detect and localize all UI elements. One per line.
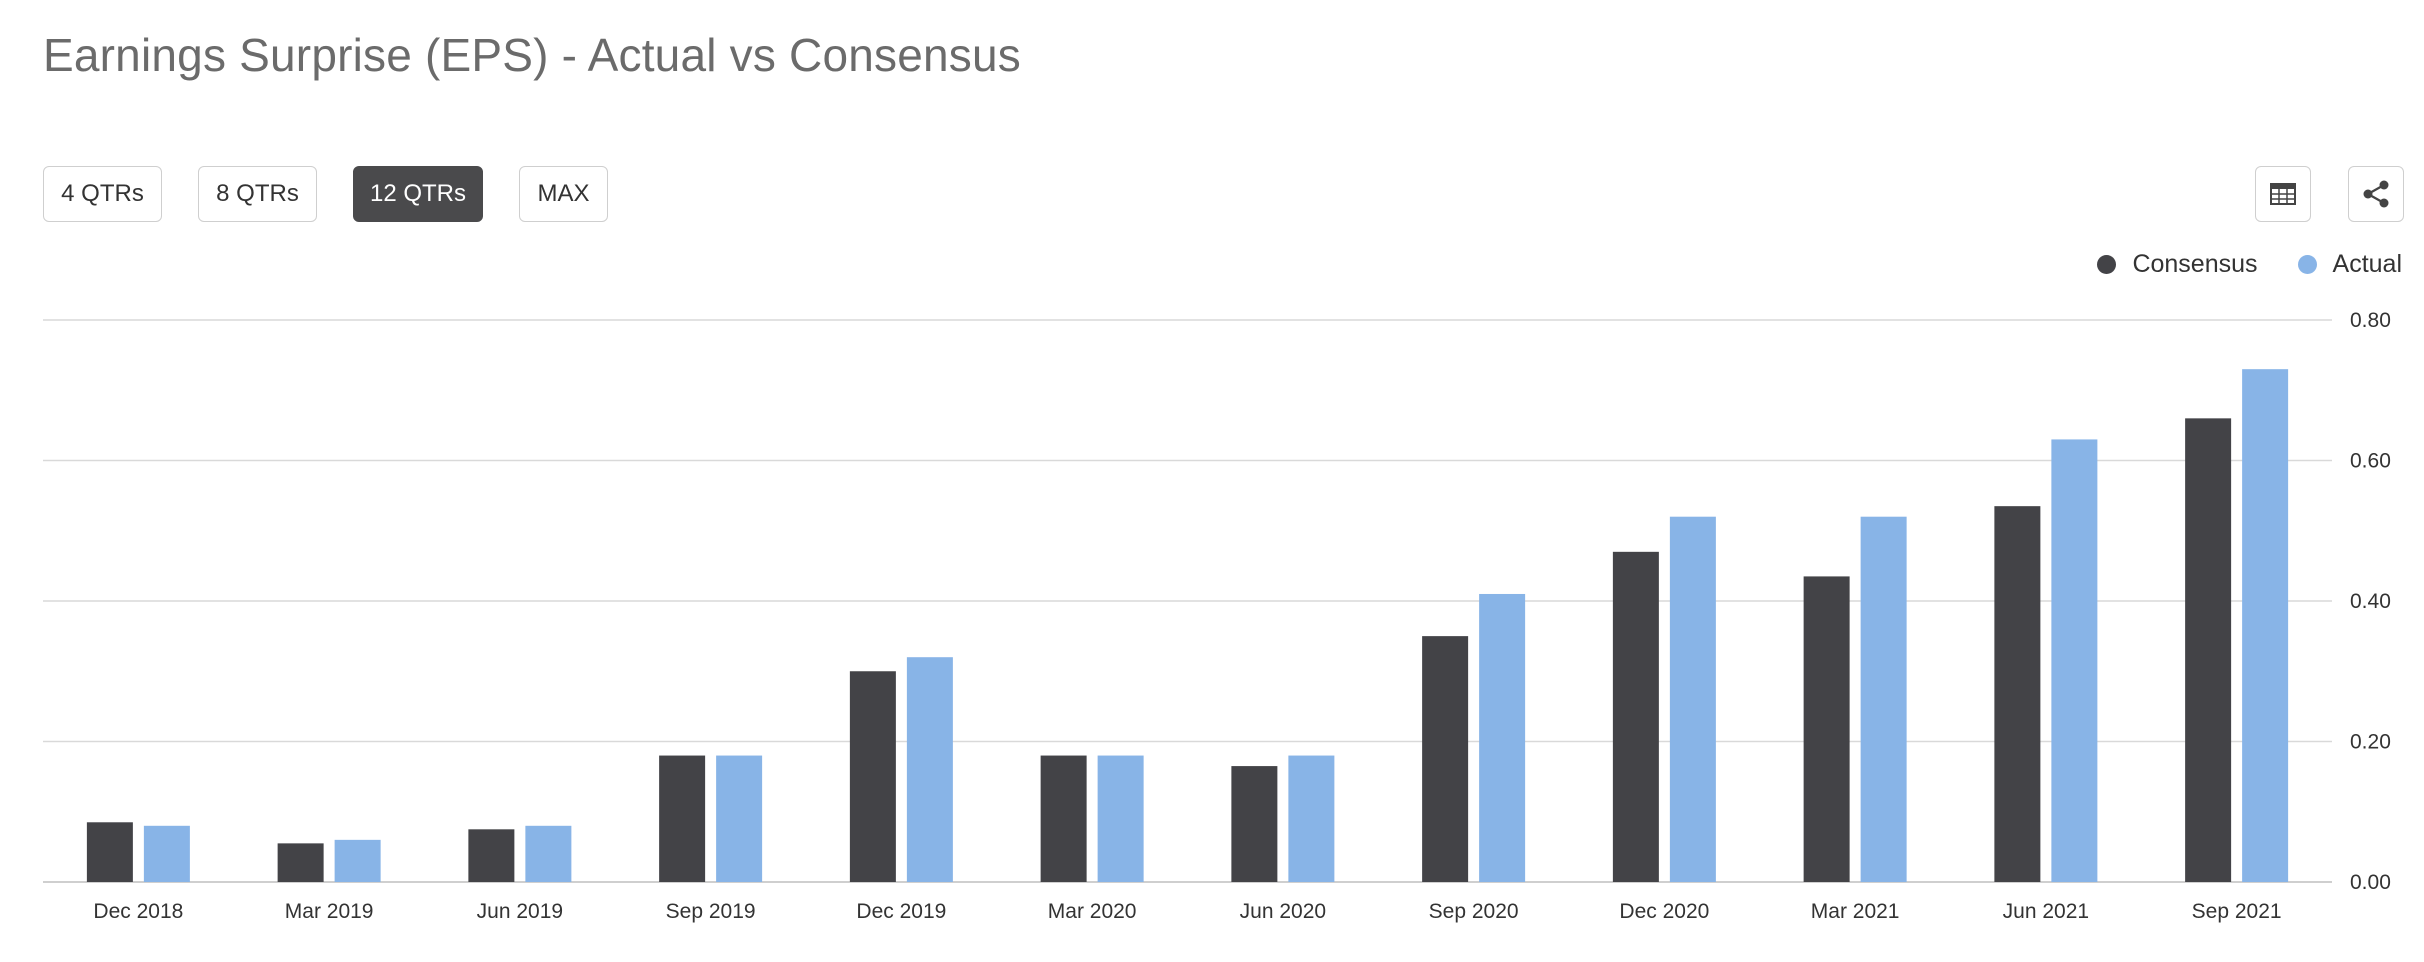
bar-actual-mar-2021 <box>1860 516 1907 882</box>
bar-actual-dec-2018 <box>143 825 190 882</box>
range-12-qtrs-button[interactable]: 12 QTRs <box>353 166 483 222</box>
bar-consensus-dec-2018 <box>86 822 133 882</box>
share-icon <box>2363 180 2389 208</box>
x-tick-label: Jun 2019 <box>477 900 563 923</box>
y-tick-label: 0.40 <box>2350 590 2391 613</box>
x-tick-label: Dec 2019 <box>856 900 946 923</box>
bar-actual-mar-2020 <box>1097 755 1144 882</box>
bar-actual-jun-2021 <box>2051 439 2098 882</box>
bar-consensus-mar-2020 <box>1040 755 1087 882</box>
bar-consensus-dec-2019 <box>849 671 896 882</box>
table-view-button[interactable] <box>2255 166 2311 222</box>
range-8-qtrs-button[interactable]: 8 QTRs <box>198 166 317 222</box>
bar-consensus-jun-2021 <box>1994 506 2041 882</box>
x-tick-label: Mar 2019 <box>285 900 374 923</box>
bar-consensus-jun-2020 <box>1231 766 1278 882</box>
bar-actual-jun-2019 <box>525 825 572 882</box>
bar-actual-sep-2020 <box>1479 593 1526 882</box>
actual-dot-icon <box>2297 255 2317 274</box>
bar-consensus-jun-2019 <box>468 829 515 882</box>
bar-consensus-mar-2021 <box>1803 576 1850 882</box>
bar-actual-sep-2019 <box>716 755 763 882</box>
bar-consensus-mar-2019 <box>277 843 324 882</box>
x-tick-label: Sep 2020 <box>1429 900 1519 923</box>
range-4-qtrs-button[interactable]: 4 QTRs <box>43 166 162 222</box>
legend-label-actual: Actual <box>2332 250 2402 278</box>
bar-actual-jun-2020 <box>1288 755 1335 882</box>
bar-consensus-sep-2020 <box>1422 636 1469 882</box>
x-tick-label: Mar 2021 <box>1811 900 1900 923</box>
x-tick-label: Jun 2021 <box>2003 900 2089 923</box>
consensus-dot-icon <box>2097 255 2117 274</box>
x-tick-label: Jun 2020 <box>1240 900 1326 923</box>
bar-consensus-sep-2021 <box>2185 418 2232 882</box>
legend-item-consensus[interactable]: Consensus <box>2097 250 2258 279</box>
y-tick-label: 0.00 <box>2350 871 2391 894</box>
x-tick-label: Sep 2019 <box>666 900 756 923</box>
bar-actual-mar-2019 <box>334 839 381 882</box>
bar-consensus-dec-2020 <box>1612 551 1659 882</box>
bar-actual-dec-2020 <box>1669 516 1716 882</box>
y-tick-label: 0.60 <box>2350 450 2391 473</box>
x-tick-label: Sep 2021 <box>2192 900 2282 923</box>
x-tick-label: Mar 2020 <box>1048 900 1137 923</box>
legend-label-consensus: Consensus <box>2132 250 2258 278</box>
bar-consensus-sep-2019 <box>659 755 706 882</box>
legend-item-actual[interactable]: Actual <box>2297 250 2402 279</box>
x-tick-label: Dec 2020 <box>1619 900 1709 923</box>
range-max-button[interactable]: MAX <box>519 166 608 222</box>
y-tick-label: 0.80 <box>2350 309 2391 332</box>
share-button[interactable] <box>2348 166 2404 222</box>
bar-actual-dec-2019 <box>906 657 953 882</box>
y-tick-label: 0.20 <box>2350 731 2391 754</box>
x-tick-label: Dec 2018 <box>93 900 183 923</box>
page-title: Earnings Surprise (EPS) - Actual vs Cons… <box>43 29 1021 81</box>
table-icon <box>2270 183 2296 205</box>
bar-actual-sep-2021 <box>2242 369 2289 882</box>
chart-legend: Consensus Actual <box>2097 250 2402 279</box>
